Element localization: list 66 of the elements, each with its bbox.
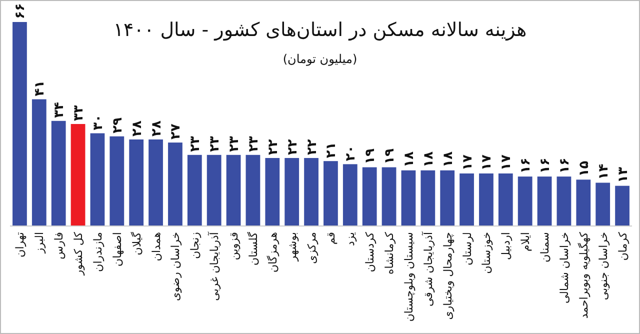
category-label: خوزستان xyxy=(480,232,494,274)
category-label: مازندران xyxy=(91,232,104,272)
category-label: خراسان جنوبی xyxy=(596,232,610,300)
category-label: همدان xyxy=(150,232,163,262)
value-label: ۲۷ xyxy=(168,124,184,140)
value-label: ۲۲ xyxy=(304,139,320,155)
value-label: ۲۹ xyxy=(110,118,126,134)
value-label: ۱۶ xyxy=(557,158,572,174)
value-label: ۲۳ xyxy=(246,136,262,152)
value-label: ۴۱ xyxy=(32,80,48,96)
value-label: ۱۷ xyxy=(480,154,495,170)
category-label: کل کشور xyxy=(72,232,86,276)
category-label: سمنان xyxy=(538,232,552,262)
category-label: قزوین xyxy=(228,232,241,260)
value-label: ۱۶ xyxy=(518,158,534,174)
category-label: آذربایجان غربی xyxy=(208,232,222,301)
category-label: لرستان xyxy=(460,232,474,266)
category-label: کرمان xyxy=(616,232,630,261)
category-label: کرمانشاه xyxy=(383,232,396,275)
value-label: ۱۸ xyxy=(402,152,417,168)
value-label: ۱۴ xyxy=(596,164,612,180)
value-label: ۲۰ xyxy=(344,145,359,162)
value-label: ۳۰ xyxy=(90,114,106,130)
category-label: اصفهان xyxy=(110,232,124,266)
category-label: چهارمحال وبختیاری xyxy=(441,232,454,320)
value-label: ۶۶ xyxy=(13,3,28,19)
category-label: بوشهر xyxy=(286,232,299,262)
value-label: ۱۹ xyxy=(363,148,378,164)
category-label: سیستان وبلوچستان xyxy=(402,232,416,322)
category-label: یزد xyxy=(344,232,358,246)
category-label: البرز xyxy=(33,232,46,254)
category-label: گیلان xyxy=(130,232,144,256)
category-label: اردبیل xyxy=(500,232,513,260)
category-label: خراسان شمالی xyxy=(558,232,571,304)
value-label: ۱۹ xyxy=(382,148,398,164)
category-label: مرکزی xyxy=(305,232,318,264)
value-label: ۱۳ xyxy=(616,166,631,183)
category-label: ایلام xyxy=(519,232,532,252)
category-label: زنجان xyxy=(188,232,202,259)
value-label: ۲۲ xyxy=(266,139,281,155)
category-label: کردستان xyxy=(364,232,377,272)
value-label: ۲۳ xyxy=(208,136,223,152)
category-label: تهران xyxy=(14,232,27,258)
subtitle: (میلیون تومان) xyxy=(282,52,358,66)
category-label: گلستان xyxy=(246,232,260,266)
value-label: ۳۴ xyxy=(52,102,68,118)
value-label: ۱۷ xyxy=(460,154,476,170)
category-label: خراسان رضوی xyxy=(169,232,182,302)
value-label: ۲۸ xyxy=(130,120,145,136)
category-label: آذربایجان شرقی xyxy=(422,232,435,306)
value-label: ۳۳ xyxy=(72,105,87,121)
value-label: ۲۳ xyxy=(188,136,204,152)
value-label: ۲۸ xyxy=(149,120,164,136)
category-label: کهگیلویه وبویراحمد xyxy=(577,232,590,319)
value-label: ۱۷ xyxy=(499,154,514,170)
category-label: فارس xyxy=(52,232,66,260)
value-label: ۱۶ xyxy=(538,158,554,174)
category-label: قم xyxy=(324,232,338,245)
value-label: ۱۵ xyxy=(576,160,592,177)
value-label: ۱۸ xyxy=(421,152,436,168)
value-label: ۲۳ xyxy=(227,136,242,152)
value-label: ۲۱ xyxy=(324,142,340,158)
value-label: ۲۲ xyxy=(285,139,300,155)
category-label: هرمزگان xyxy=(266,232,280,272)
title: هزینه سالانه مسکن در استان‌های کشور - سال ۱۴۰۰ xyxy=(113,19,527,41)
value-label: ۱۸ xyxy=(440,152,456,168)
